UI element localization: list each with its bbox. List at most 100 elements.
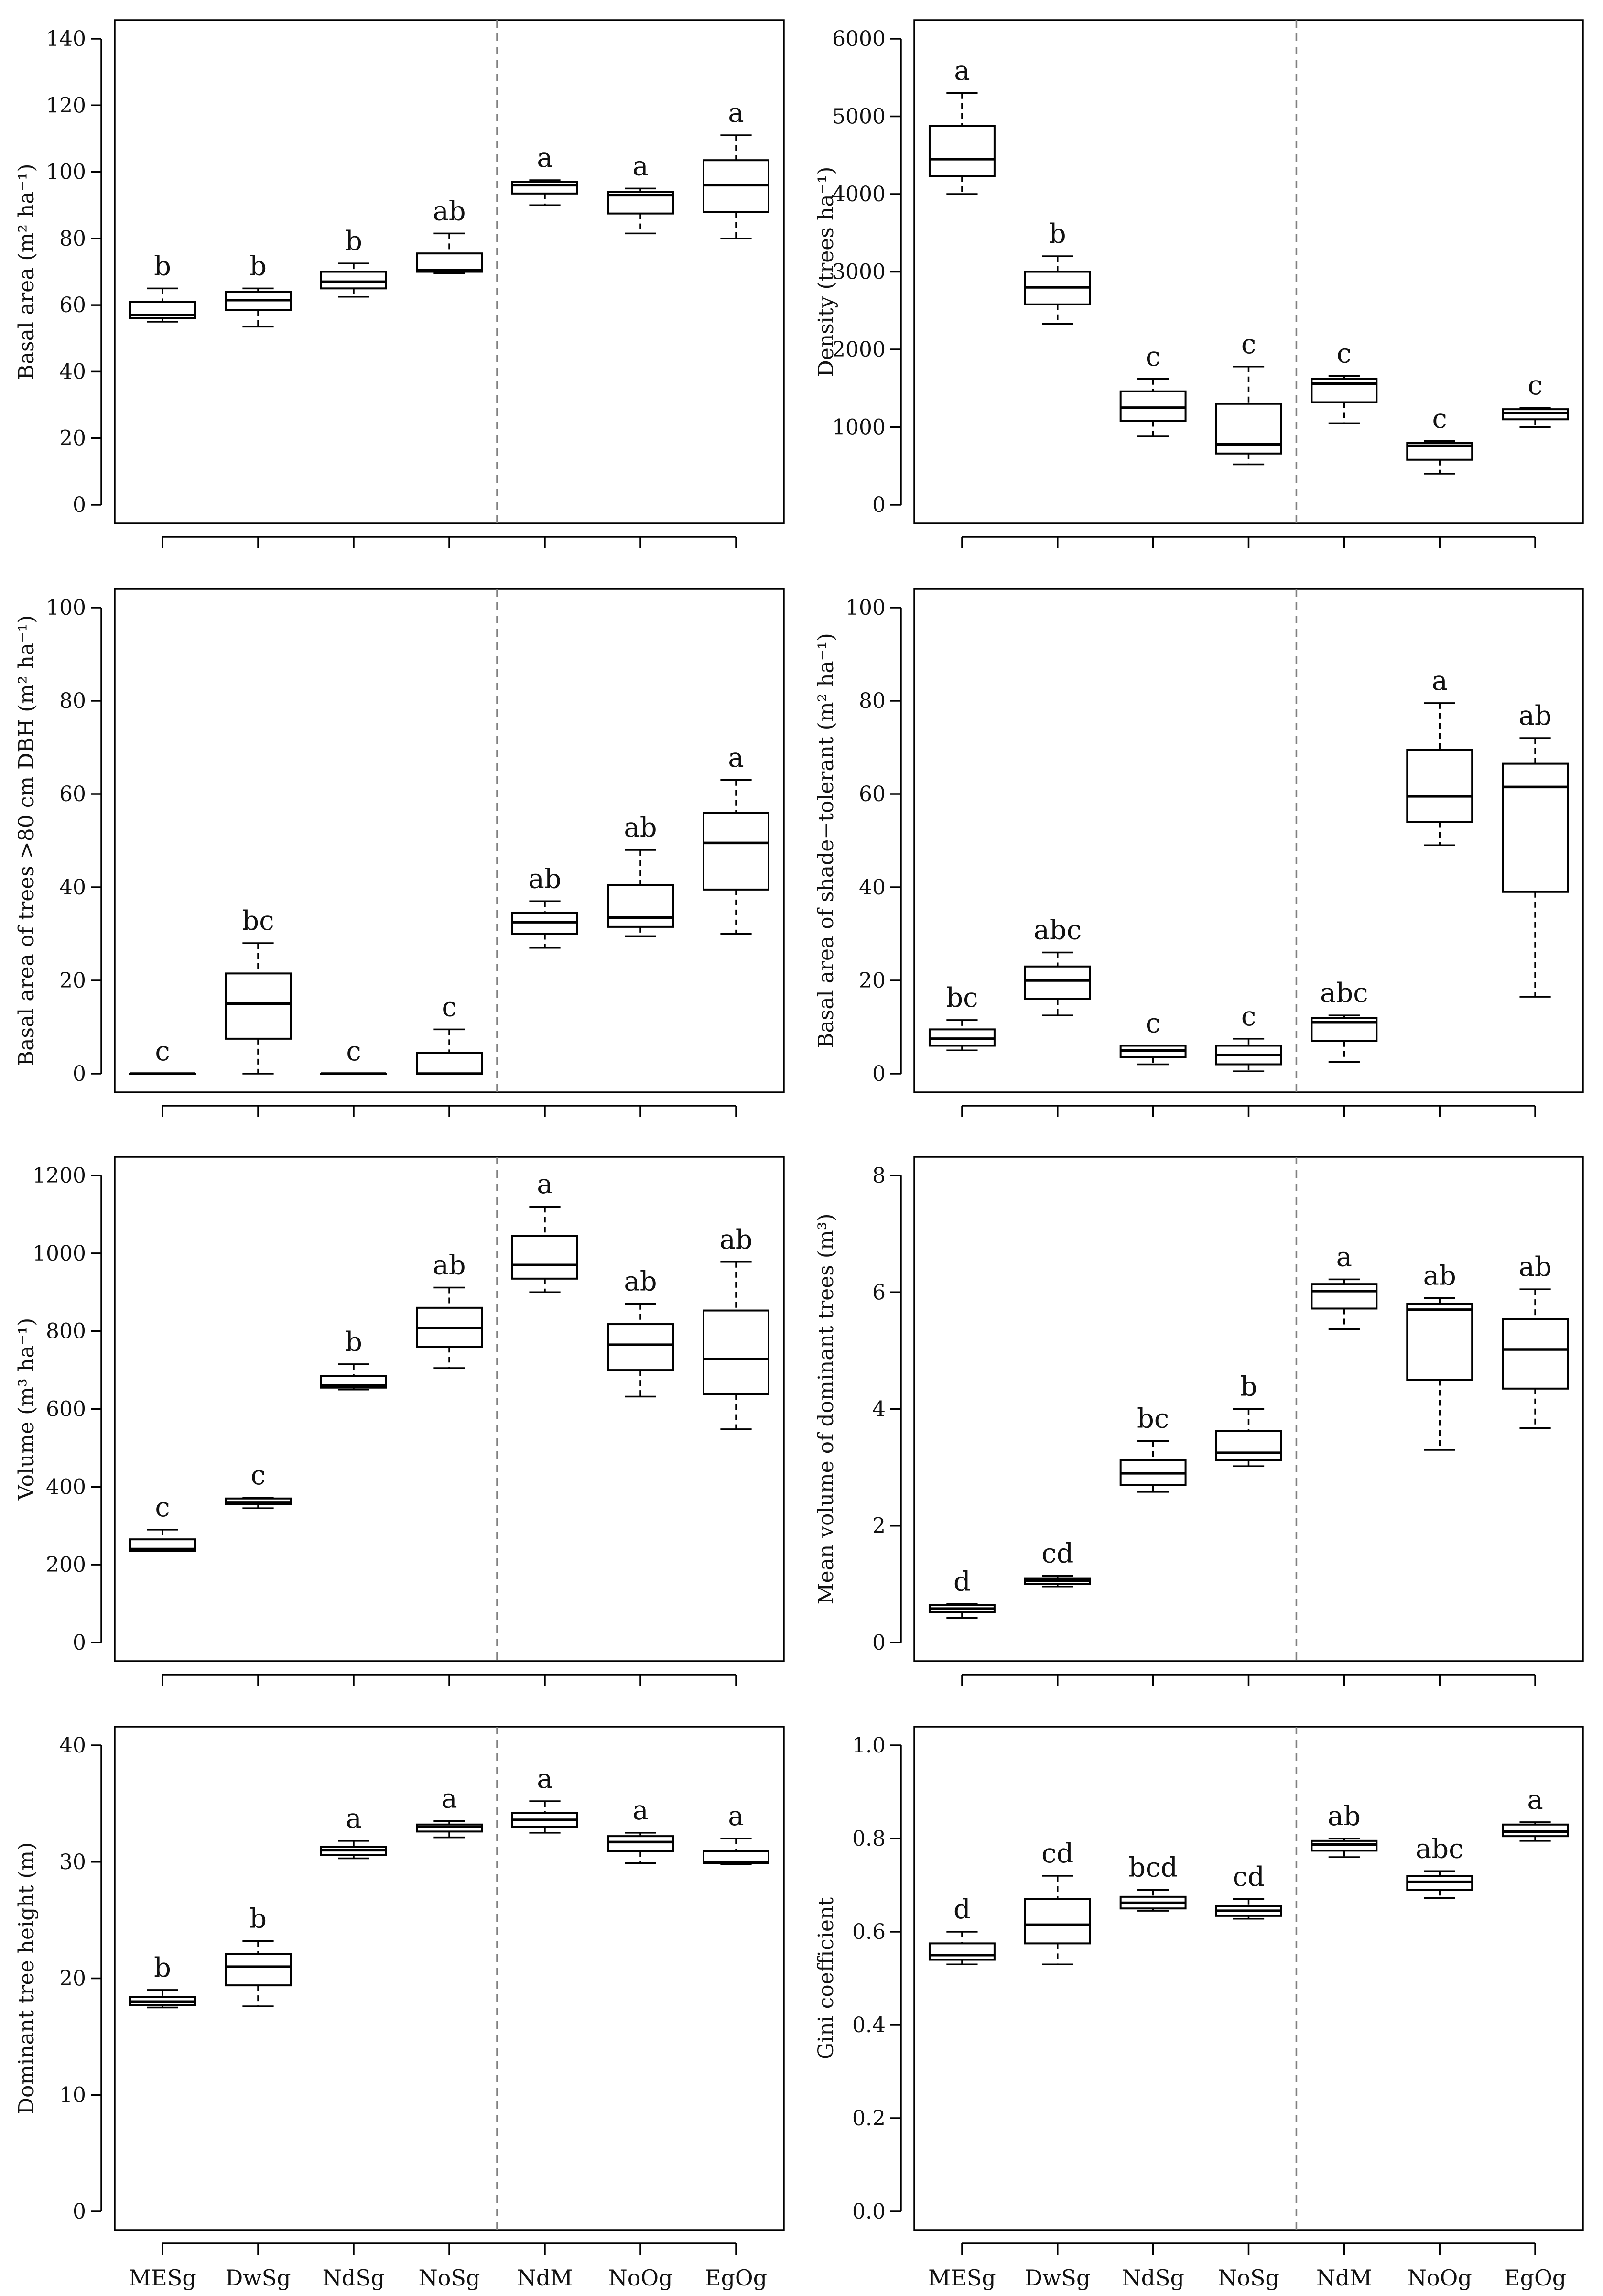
box-dwsg: bc <box>225 905 292 1075</box>
box-noog: abc <box>1406 1833 1473 1899</box>
y-tick-label: 4 <box>872 1397 886 1422</box>
significance-letter: ab <box>433 196 466 227</box>
significance-letter: bc <box>242 905 274 936</box>
panel-dominant-height: 0 10 20 30 40 Dominant tree height (m) MESg DwS… <box>14 1726 785 2291</box>
significance-letter: c <box>155 1036 170 1067</box>
significance-letter: ab <box>1423 1260 1456 1291</box>
plot-frame <box>913 1726 1584 2231</box>
iqr-box <box>320 271 387 290</box>
y-tick-label: 20 <box>859 968 886 993</box>
box-egog: ab <box>1502 700 1569 998</box>
iqr-box <box>607 1323 674 1371</box>
significance-letter: c <box>1241 1001 1256 1032</box>
significance-letter: a <box>954 55 970 87</box>
significance-letter: cd <box>1041 1538 1073 1569</box>
y-tick-label: 120 <box>46 93 86 118</box>
significance-letter: a <box>632 151 648 182</box>
box-nosg: cd <box>1215 1861 1282 1920</box>
box-noog: ab <box>607 1266 674 1398</box>
significance-letter: ab <box>1518 1251 1551 1283</box>
plot-frame <box>114 588 785 1093</box>
significance-letter: bcd <box>1128 1852 1178 1883</box>
x-tick-label-ndm: NdM <box>1316 2265 1372 2291</box>
box-mesg: b <box>129 1952 196 2009</box>
x-tick-label-nosg: NoSg <box>419 2265 480 2291</box>
box-noog: a <box>607 1795 674 1864</box>
significance-letter: c <box>346 1036 361 1067</box>
significance-letter: b <box>154 250 171 282</box>
significance-letter: ab <box>624 812 657 843</box>
significance-letter: d <box>953 1566 971 1597</box>
panel-density: 0 1000 2000 3000 4000 5000 6000 Density (trees … <box>814 19 1584 548</box>
y-tick-label: 20 <box>59 1967 86 1991</box>
y-tick-label: 140 <box>46 27 86 51</box>
box-ndsg: c <box>1119 1008 1187 1066</box>
y-tick-label: 0 <box>73 2199 86 2224</box>
y-tick-label: 0 <box>73 493 86 517</box>
significance-letter: d <box>953 1894 971 1925</box>
iqr-box <box>1311 1283 1378 1310</box>
box-nosg: ab <box>416 1250 483 1369</box>
box-mesg: d <box>928 1566 996 1619</box>
significance-letter: abc <box>1320 978 1368 1009</box>
box-dwsg: b <box>225 250 292 328</box>
box-noog: c <box>1406 403 1473 475</box>
box-nosg: c <box>416 991 483 1075</box>
plot-frame <box>114 1156 785 1662</box>
significance-letter: bc <box>1137 1404 1169 1435</box>
iqr-box <box>1024 1898 1091 1945</box>
y-tick-label: 0 <box>872 1631 886 1655</box>
plot-frame <box>114 19 785 524</box>
y-tick-label: 0 <box>872 1062 886 1086</box>
box-ndsg: b <box>320 1327 387 1391</box>
y-tick-label: 60 <box>59 782 86 806</box>
y-tick-label: 0.2 <box>852 2106 886 2131</box>
iqr-box <box>416 1052 483 1075</box>
y-tick-label: 0.4 <box>852 2013 886 2037</box>
significance-letter: ab <box>528 863 561 894</box>
iqr-box <box>1502 762 1569 893</box>
y-tick-label: 100 <box>46 596 86 620</box>
y-tick-label: 200 <box>46 1553 86 1577</box>
box-ndm: ab <box>511 863 578 949</box>
box-ndsg: b <box>320 226 387 298</box>
plot-frame <box>913 19 1584 524</box>
significance-letter: b <box>249 1904 267 1935</box>
y-tick-label: 800 <box>46 1319 86 1344</box>
y-tick-label: 3000 <box>832 260 886 284</box>
box-ndsg: c <box>320 1036 387 1075</box>
significance-letter: abc <box>1416 1833 1464 1864</box>
significance-letter: cd <box>1233 1861 1265 1893</box>
iqr-box <box>416 252 483 273</box>
box-dwsg: b <box>225 1904 292 2007</box>
significance-letter: bc <box>946 982 978 1013</box>
y-axis-label: Gini coefficient <box>814 1897 838 2059</box>
significance-letter: ab <box>433 1250 466 1281</box>
significance-letter: c <box>1337 338 1352 369</box>
panel-volume: 0 200 400 600 800 1000 1200 Volume (m³ ha⁻¹) c c b… <box>14 1156 785 1686</box>
significance-letter: c <box>250 1460 265 1491</box>
significance-letter: c <box>1146 341 1160 372</box>
y-axis-label: Mean volume of dominant trees (m³) <box>814 1214 838 1605</box>
y-tick-label: 0 <box>73 1062 86 1086</box>
significance-letter: cd <box>1041 1838 1073 1869</box>
significance-letter: a <box>728 98 744 129</box>
y-axis-label: Dominant tree height (m) <box>14 1842 39 2115</box>
y-tick-label: 20 <box>59 968 86 993</box>
significance-letter: b <box>154 1952 171 1983</box>
y-tick-label: 100 <box>845 596 886 620</box>
iqr-box <box>1024 965 1091 1000</box>
y-tick-label: 30 <box>59 1850 86 1874</box>
panel-basal-area-shade-tolerant: 0 20 40 60 80 100 Basal area of shade−tolerant… <box>814 588 1584 1117</box>
significance-letter: a <box>346 1803 361 1834</box>
y-tick-label: 0.8 <box>852 1827 886 1851</box>
significance-letter: c <box>1241 329 1256 360</box>
box-egog: a <box>1502 1785 1569 1842</box>
iqr-box <box>703 812 769 891</box>
y-tick-label: 1000 <box>32 1241 86 1266</box>
box-ndsg: a <box>320 1803 387 1860</box>
significance-letter: a <box>1432 665 1448 696</box>
iqr-box <box>928 125 996 177</box>
plot-frame <box>114 1726 785 2231</box>
significance-letter: a <box>728 1801 744 1832</box>
